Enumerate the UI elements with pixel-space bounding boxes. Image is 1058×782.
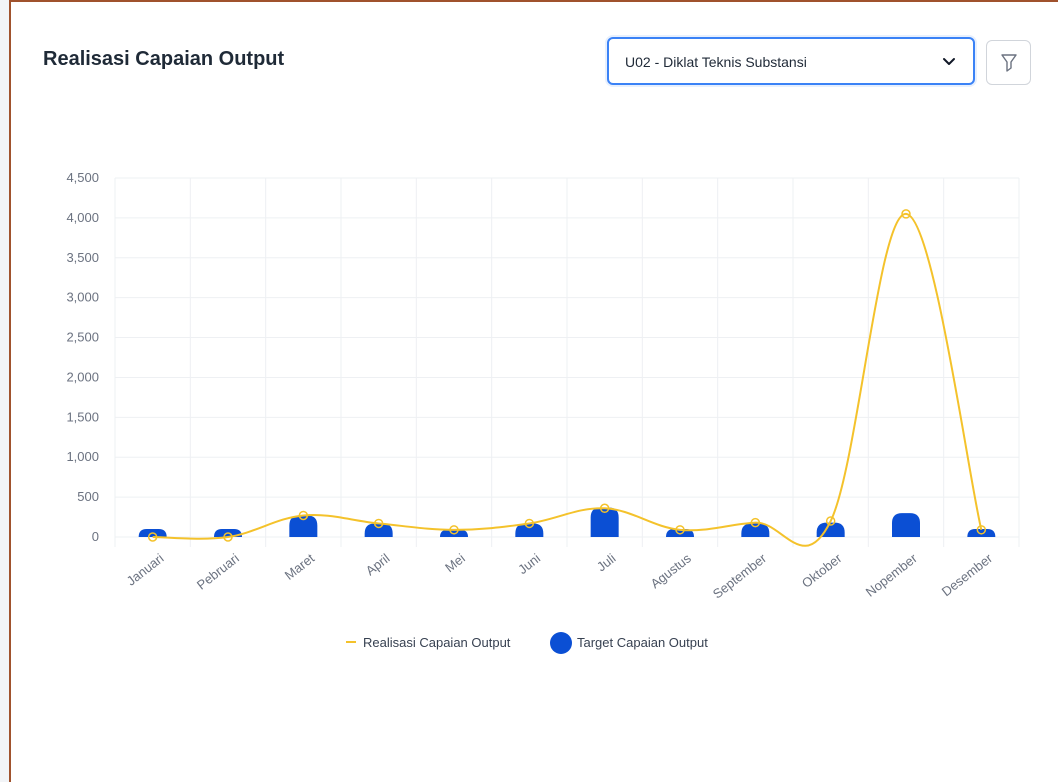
x-tick-label: Oktober: [799, 550, 845, 591]
y-tick-label: 3,000: [66, 290, 99, 305]
target-bar[interactable]: [289, 515, 318, 537]
x-tick-label: Juni: [515, 550, 543, 577]
realisasi-point[interactable]: [223, 532, 233, 542]
target-bar[interactable]: [967, 529, 996, 537]
chart-grid: [114, 177, 1020, 547]
legend-label-target: Target Capaian Output: [577, 635, 708, 650]
x-tick-label: Januari: [124, 550, 167, 588]
chart-legend: Realisasi Capaian Output Target Capaian …: [346, 632, 708, 654]
chart-card: Realisasi Capaian Output U02 - Diklat Te…: [11, 2, 1058, 782]
x-tick-label: September: [710, 550, 770, 601]
y-tick-label: 1,500: [66, 409, 99, 424]
y-tick-label: 2,500: [66, 330, 99, 345]
x-tick-label: Mei: [442, 550, 468, 575]
y-tick-label: 4,500: [66, 170, 99, 185]
realisasi-line: [147, 209, 987, 547]
x-tick-label: April: [363, 550, 393, 578]
x-tick-label: Juli: [594, 550, 619, 574]
x-tick-label: Nopember: [863, 550, 921, 600]
legend-bar-marker: [550, 632, 572, 654]
target-bar[interactable]: [364, 523, 393, 537]
realisasi-point[interactable]: [825, 516, 836, 526]
realisasi-point[interactable]: [373, 518, 384, 529]
realisasi-point[interactable]: [750, 517, 761, 528]
realisasi-line-path: [152, 212, 983, 547]
filter-button[interactable]: [986, 40, 1031, 85]
y-tick-label: 0: [92, 529, 99, 544]
target-bar[interactable]: [892, 513, 920, 537]
y-tick-label: 500: [77, 489, 99, 504]
realisasi-point[interactable]: [675, 525, 685, 535]
frame-border-top: [9, 0, 1058, 2]
x-tick-label: Agustus: [648, 550, 695, 591]
filter-icon: [1001, 54, 1017, 72]
frame-border-left: [9, 0, 11, 782]
chevron-down-icon: [943, 58, 955, 65]
realisasi-point[interactable]: [147, 532, 158, 542]
x-tick-label: Pebruari: [194, 550, 242, 592]
realisasi-point[interactable]: [901, 209, 911, 219]
x-tick-label: Maret: [282, 550, 318, 583]
realisasi-point[interactable]: [524, 518, 535, 529]
y-tick-label: 2,000: [66, 369, 99, 384]
target-bar[interactable]: [515, 523, 544, 537]
realisasi-point[interactable]: [298, 510, 309, 521]
realisasi-point[interactable]: [449, 525, 459, 535]
output-select-value: U02 - Diklat Teknis Substansi: [625, 54, 807, 70]
y-tick-label: 1,000: [66, 449, 99, 464]
realisasi-point[interactable]: [976, 525, 987, 535]
target-bar[interactable]: [590, 507, 619, 537]
target-bars: [138, 507, 996, 537]
legend-label-realisasi: Realisasi Capaian Output: [363, 635, 511, 650]
card-title: Realisasi Capaian Output: [43, 48, 285, 70]
target-bar[interactable]: [741, 523, 770, 537]
y-axis-ticks: 0 500 1,000 1,500 2,000 2,500 3,000 3,500 4,000 4…: [66, 170, 99, 544]
realisasi-point[interactable]: [599, 503, 610, 514]
y-tick-label: 3,500: [66, 250, 99, 265]
y-tick-label: 4,000: [66, 210, 99, 225]
page-background-edge: [0, 0, 9, 782]
x-tick-label: Desember: [939, 550, 996, 599]
x-axis-ticks: Januari Pebruari Maret April Mei Juni Juli Agus…: [124, 550, 996, 601]
output-select[interactable]: U02 - Diklat Teknis Substansi: [607, 37, 975, 85]
